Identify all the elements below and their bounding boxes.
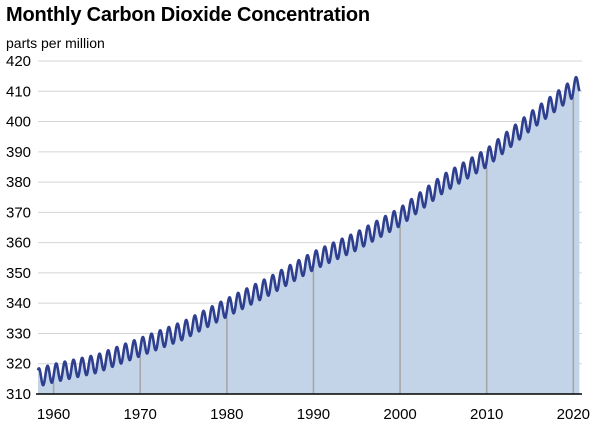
y-tick-label-310: 310 bbox=[6, 386, 31, 403]
x-tick-label-1990: 1990 bbox=[297, 406, 330, 423]
x-tick-label-1960: 1960 bbox=[37, 406, 70, 423]
x-axis-tick-labels: 1960 1970 1980 1990 2000 2010 2020 bbox=[37, 406, 590, 423]
y-tick-label-350: 350 bbox=[6, 265, 31, 282]
y-tick-label-420: 420 bbox=[6, 53, 31, 70]
chart-subtitle: parts per million bbox=[6, 35, 105, 51]
y-tick-label-410: 410 bbox=[6, 83, 31, 100]
y-tick-label-370: 370 bbox=[6, 204, 31, 221]
y-tick-label-330: 330 bbox=[6, 325, 31, 342]
y-tick-label-340: 340 bbox=[6, 295, 31, 312]
y-axis-tick-labels: 310 320 330 340 350 360 370 380 390 400 410 420 bbox=[6, 53, 31, 403]
x-tick-label-2020: 2020 bbox=[557, 406, 590, 423]
x-tick-label-2000: 2000 bbox=[383, 406, 416, 423]
x-tick-label-2010: 2010 bbox=[470, 406, 503, 423]
y-tick-label-380: 380 bbox=[6, 174, 31, 191]
y-tick-label-320: 320 bbox=[6, 356, 31, 373]
chart-title: Monthly Carbon Dioxide Concentration bbox=[6, 4, 370, 26]
y-tick-label-360: 360 bbox=[6, 235, 31, 252]
area-fill bbox=[38, 77, 580, 395]
vertical-gridlines bbox=[52, 97, 575, 394]
x-tick-label-1980: 1980 bbox=[210, 406, 243, 423]
co2-series-line bbox=[36, 75, 581, 387]
y-tick-label-400: 400 bbox=[6, 114, 31, 131]
y-tick-label-390: 390 bbox=[6, 144, 31, 161]
x-tick-label-1970: 1970 bbox=[124, 406, 157, 423]
